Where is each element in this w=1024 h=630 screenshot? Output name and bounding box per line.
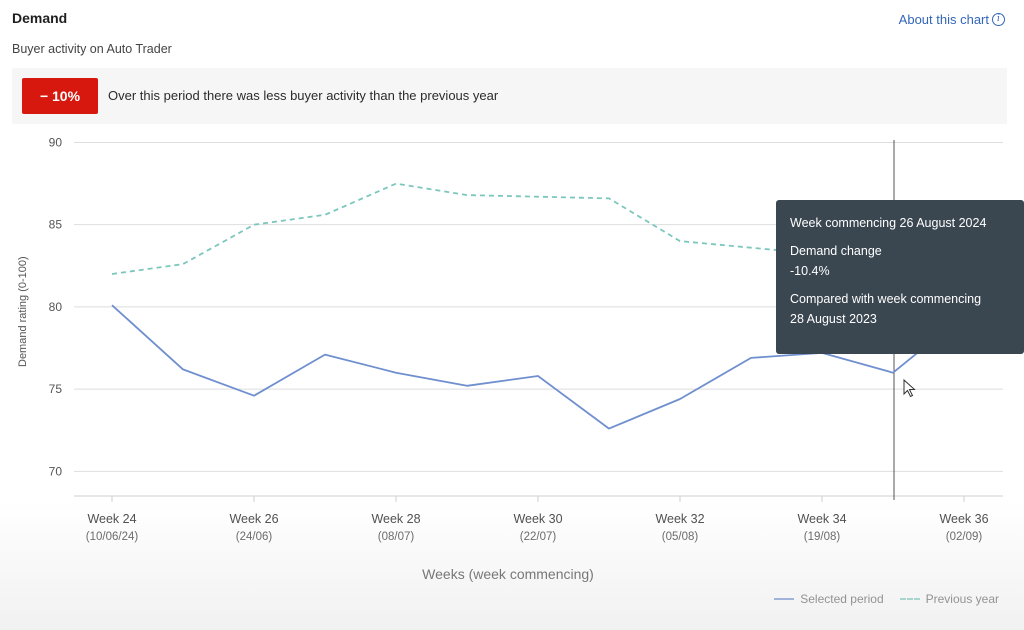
x-tick-date-label: (10/06/24) [86,531,139,543]
selected-period-point [181,367,185,371]
x-tick-label: Week 28 [371,512,420,526]
tooltip-change-label: Demand change [790,244,882,258]
x-axis-title: Weeks (week commencing) [0,566,1024,582]
x-tick-date-label: (19/08) [804,531,841,543]
x-tick-date-label: (02/09) [946,531,983,543]
summary-banner: − 10% Over this period there was less bu… [12,68,1007,124]
tooltip-compared-label: Compared with week commencing [790,292,982,306]
x-tick-label: Week 36 [939,512,988,526]
selected-period-point [110,303,114,307]
summary-message: Over this period there was less buyer ac… [108,88,499,103]
previous-year-point [607,196,611,200]
previous-year-point [110,272,114,276]
previous-year-point [749,245,753,249]
legend-swatch-solid [774,598,795,600]
previous-year-point [323,213,327,217]
y-tick-label: 90 [49,135,63,149]
x-tick-date-label: (08/07) [378,531,415,543]
previous-year-point [465,193,469,197]
selected-period-point [749,356,753,360]
x-tick-label: Week 24 [87,512,136,526]
x-tick-date-label: (05/08) [662,531,699,543]
x-tick-label: Week 26 [229,512,278,526]
chart-legend: Selected period Previous year [774,592,999,606]
selected-period-point [252,393,256,397]
x-axis-title-text: Weeks (week commencing) [422,566,594,582]
chart-title: Demand [12,10,68,26]
chart-tooltip: Week commencing 26 August 2024 Demand ch… [776,200,1024,354]
selected-period-point [536,374,540,378]
selected-period-point [323,352,327,356]
chart-subtitle: Buyer activity on Auto Trader [12,42,172,56]
previous-year-point [394,181,398,185]
legend-item-previous-year[interactable]: Previous year [899,592,999,606]
tooltip-compared-week: 28 August 2023 [790,312,877,326]
legend-item-selected-period[interactable]: Selected period [774,592,884,606]
legend-label-previous-year: Previous year [925,592,999,606]
info-icon[interactable]: i [992,13,1005,26]
tooltip-change-value: -10.4% [790,264,830,278]
demand-change-badge: − 10% [22,78,98,114]
tooltip-week: Week commencing 26 August 2024 [790,216,987,230]
about-chart-label[interactable]: About this chart [898,12,989,27]
x-tick-date-label: (24/06) [236,531,273,543]
previous-year-point [536,195,540,199]
selected-period-point [394,370,398,374]
selected-period-point [465,384,469,388]
x-tick-label: Week 34 [797,512,846,526]
y-tick-label: 70 [49,464,63,478]
x-tick-label: Week 30 [513,512,562,526]
selected-period-point [678,397,682,401]
y-tick-label: 75 [49,382,63,396]
x-tick-label: Week 32 [655,512,704,526]
previous-year-point [252,222,256,226]
y-tick-label: 80 [49,300,63,314]
previous-year-point [181,262,185,266]
selected-period-point [891,370,895,374]
x-tick-date-label: (22/07) [520,531,557,543]
about-chart-link[interactable]: About this chart i [899,12,1005,27]
previous-year-point [678,239,682,243]
selected-period-point [607,426,611,430]
mouse-cursor-icon [903,378,916,398]
y-axis-title: Demand rating (0-100) [17,256,29,367]
legend-label-selected-period: Selected period [800,592,884,606]
legend-swatch-dashed [899,598,920,600]
y-tick-label: 85 [49,218,63,232]
